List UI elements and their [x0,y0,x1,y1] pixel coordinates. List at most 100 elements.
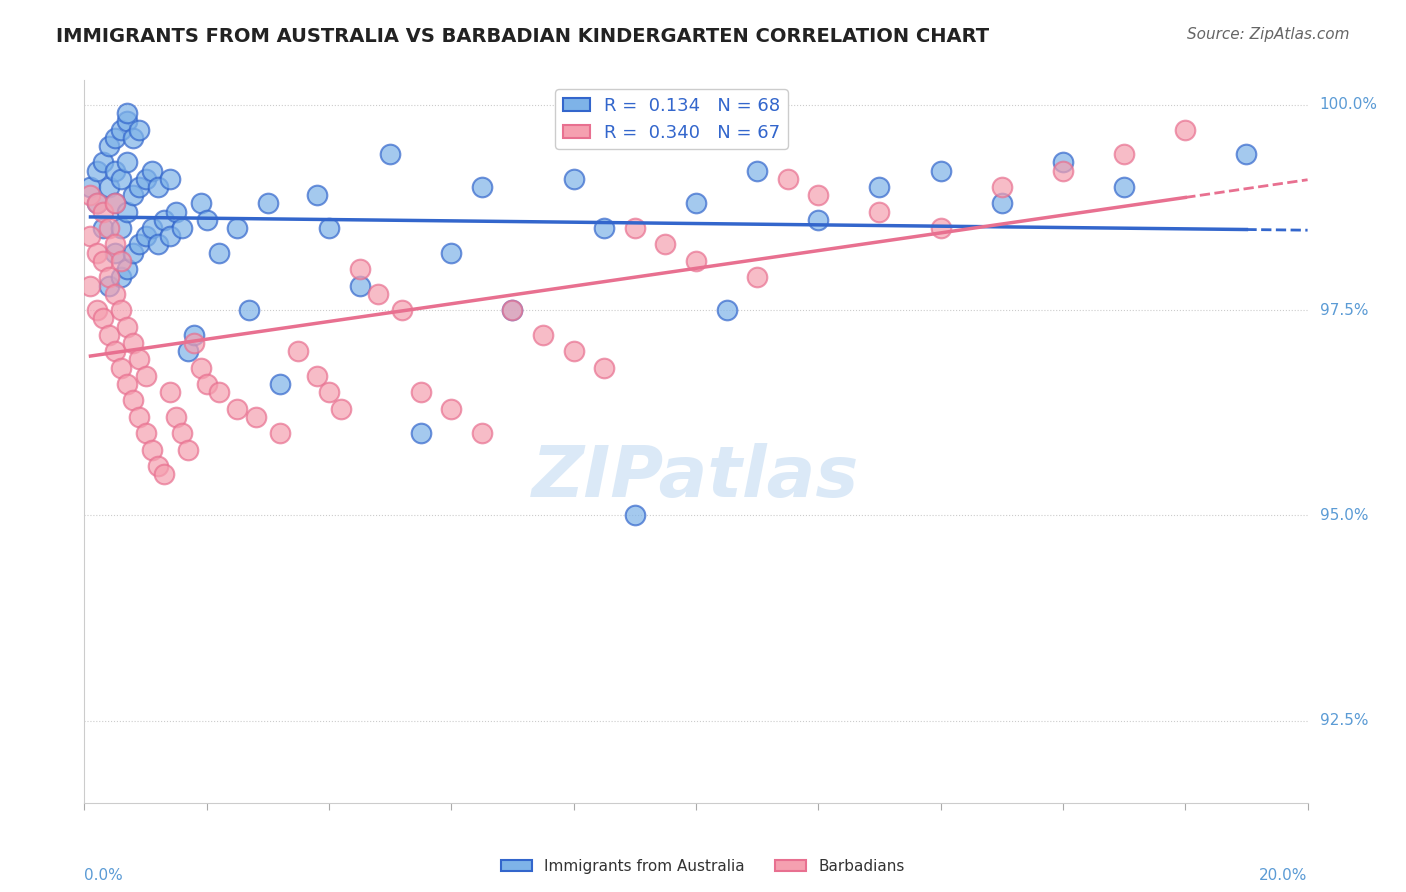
Point [141,163,163,178]
Point [367,286,389,301]
Point [869,180,891,194]
Point [349,262,371,277]
Point [440,401,463,416]
Point [330,401,353,416]
Point [110,270,132,285]
Text: IMMIGRANTS FROM AUSTRALIA VS BARBADIAN KINDERGARTEN CORRELATION CHART: IMMIGRANTS FROM AUSTRALIA VS BARBADIAN K… [56,27,990,45]
Point [471,426,494,441]
Point [305,188,328,202]
Point [502,303,524,318]
Point [159,229,181,244]
Point [190,360,212,375]
Point [172,221,194,235]
Text: 100.0%: 100.0% [1320,97,1378,112]
Point [86,303,108,318]
Point [562,171,585,186]
Point [128,237,150,252]
Point [159,385,181,400]
Point [183,336,205,351]
Point [122,188,145,202]
Text: 95.0%: 95.0% [1320,508,1368,523]
Text: ZIPatlas: ZIPatlas [533,443,859,512]
Point [135,229,157,244]
Point [115,106,138,120]
Point [115,319,138,334]
Point [104,130,127,145]
Point [104,237,127,252]
Point [91,253,114,268]
Point [1174,122,1197,136]
Point [104,245,127,260]
Point [269,377,291,392]
Point [869,204,891,219]
Point [79,188,101,202]
Point [776,171,799,186]
Point [177,442,200,457]
Point [165,204,187,219]
Point [122,245,145,260]
Point [593,360,616,375]
Text: Source: ZipAtlas.com: Source: ZipAtlas.com [1187,27,1350,42]
Point [135,426,157,441]
Point [349,278,371,293]
Point [226,221,249,235]
Point [172,426,194,441]
Point [1052,155,1074,169]
Point [287,344,309,359]
Point [593,221,616,235]
Point [685,196,707,211]
Text: 92.5%: 92.5% [1320,714,1368,728]
Legend: Immigrants from Australia, Barbadians: Immigrants from Australia, Barbadians [495,853,911,880]
Point [97,270,120,285]
Point [122,130,145,145]
Point [807,188,830,202]
Point [128,409,150,424]
Point [79,180,101,194]
Point [97,221,120,235]
Point [115,204,138,219]
Point [110,171,132,186]
Point [685,253,707,268]
Point [86,196,108,211]
Point [716,303,738,318]
Point [115,377,138,392]
Point [97,180,120,194]
Point [929,163,952,178]
Point [110,253,132,268]
Point [195,212,218,227]
Point [146,180,169,194]
Point [135,368,157,383]
Point [409,426,432,441]
Point [226,401,249,416]
Point [128,180,150,194]
Point [747,270,769,285]
Point [141,221,163,235]
Point [562,344,585,359]
Point [91,155,114,169]
Point [86,196,108,211]
Point [318,221,340,235]
Point [380,147,402,161]
Point [86,245,108,260]
Point [1114,147,1136,161]
Point [245,409,267,424]
Point [97,139,120,153]
Point [654,237,676,252]
Point [409,385,432,400]
Point [1236,147,1258,161]
Point [807,212,830,227]
Point [1114,180,1136,194]
Point [159,171,181,186]
Point [318,385,340,400]
Point [115,114,138,128]
Point [165,409,187,424]
Point [153,212,176,227]
Point [624,221,647,235]
Point [183,327,205,342]
Point [208,245,231,260]
Point [929,221,952,235]
Point [141,442,163,457]
Point [624,508,647,523]
Point [391,303,413,318]
Point [190,196,212,211]
